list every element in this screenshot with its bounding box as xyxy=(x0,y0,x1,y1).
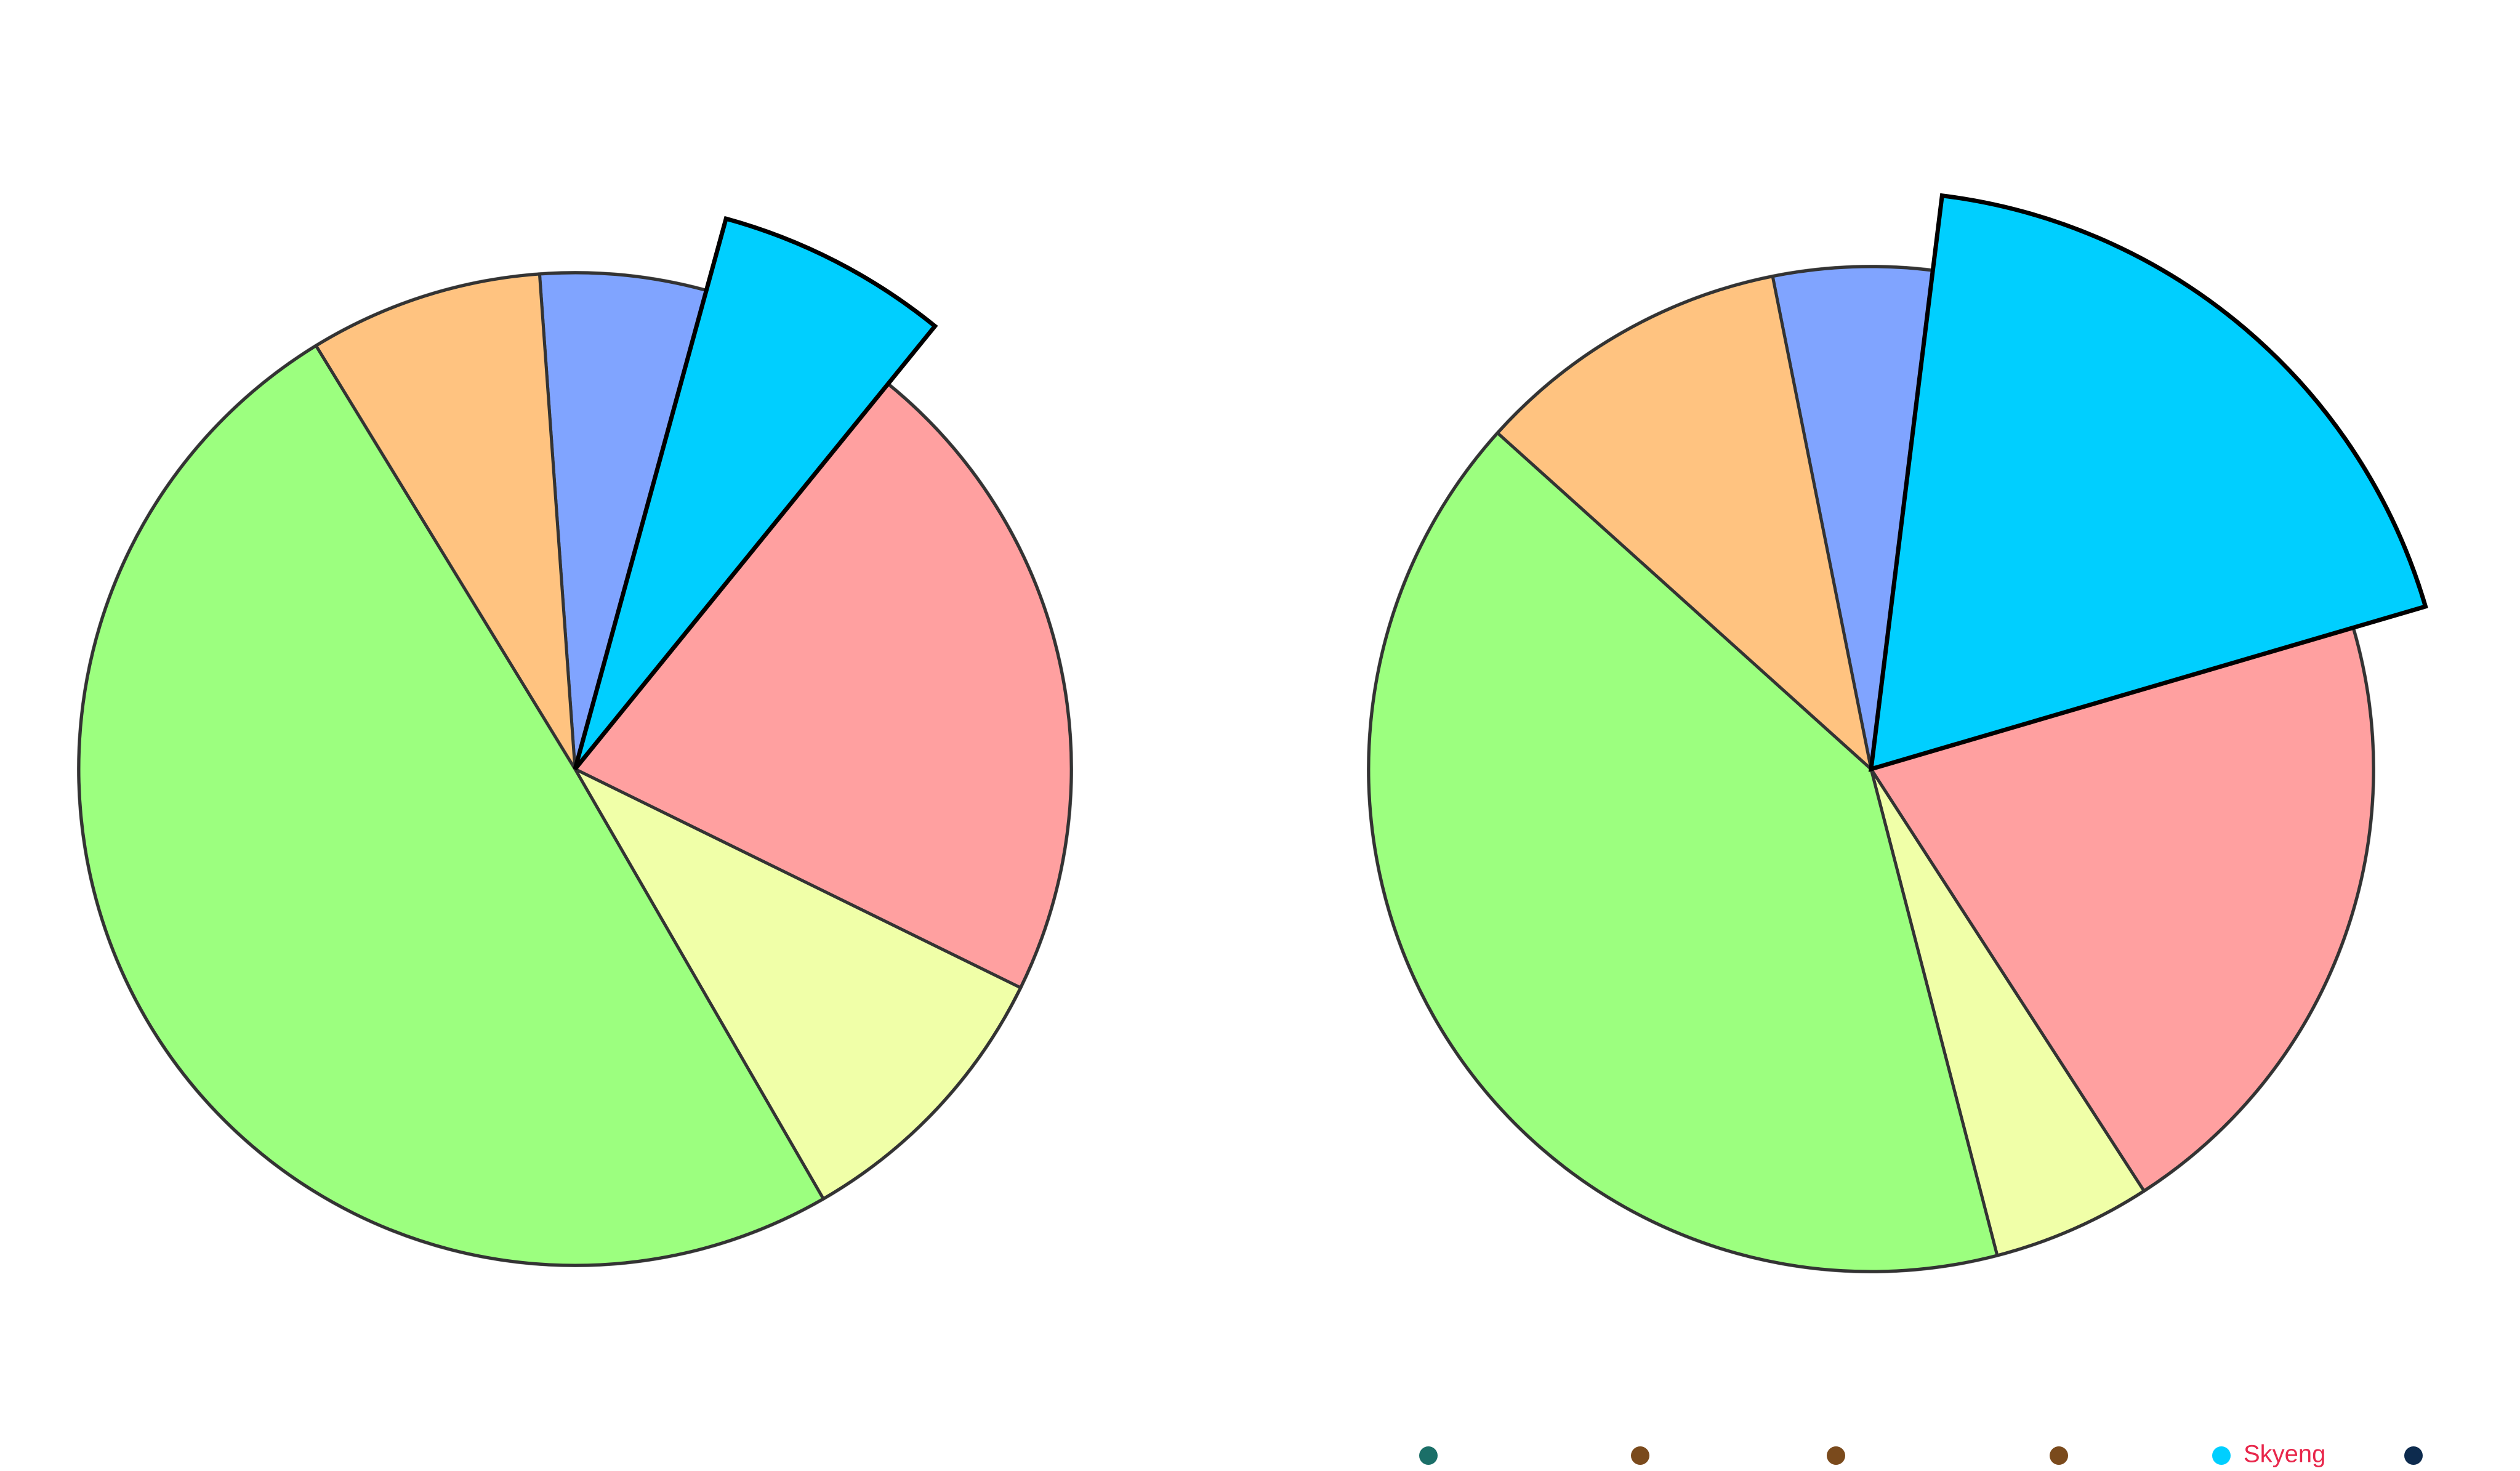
pie-slice xyxy=(1367,430,1999,1273)
legend-marker xyxy=(1419,1446,1438,1465)
legend-marker xyxy=(2050,1446,2068,1465)
legend-marker xyxy=(2404,1446,2423,1465)
legend-marker xyxy=(2212,1446,2231,1465)
pie-slice xyxy=(77,344,826,1267)
pie-slice xyxy=(1495,274,1874,773)
pie-slice xyxy=(1869,768,2146,1257)
legend-marker xyxy=(1631,1446,1649,1465)
pie-slice xyxy=(1868,193,2428,772)
pie-slice xyxy=(573,216,938,771)
pie-slice xyxy=(1869,626,2375,1193)
pie-slice xyxy=(537,271,709,770)
pie-slice xyxy=(313,272,577,770)
legend-marker xyxy=(1827,1446,1845,1465)
pie-slice xyxy=(571,765,1023,1201)
pie-slice xyxy=(573,381,1073,990)
legend-label: Skyeng xyxy=(2244,1441,2325,1468)
pie-slice xyxy=(1771,265,1935,770)
